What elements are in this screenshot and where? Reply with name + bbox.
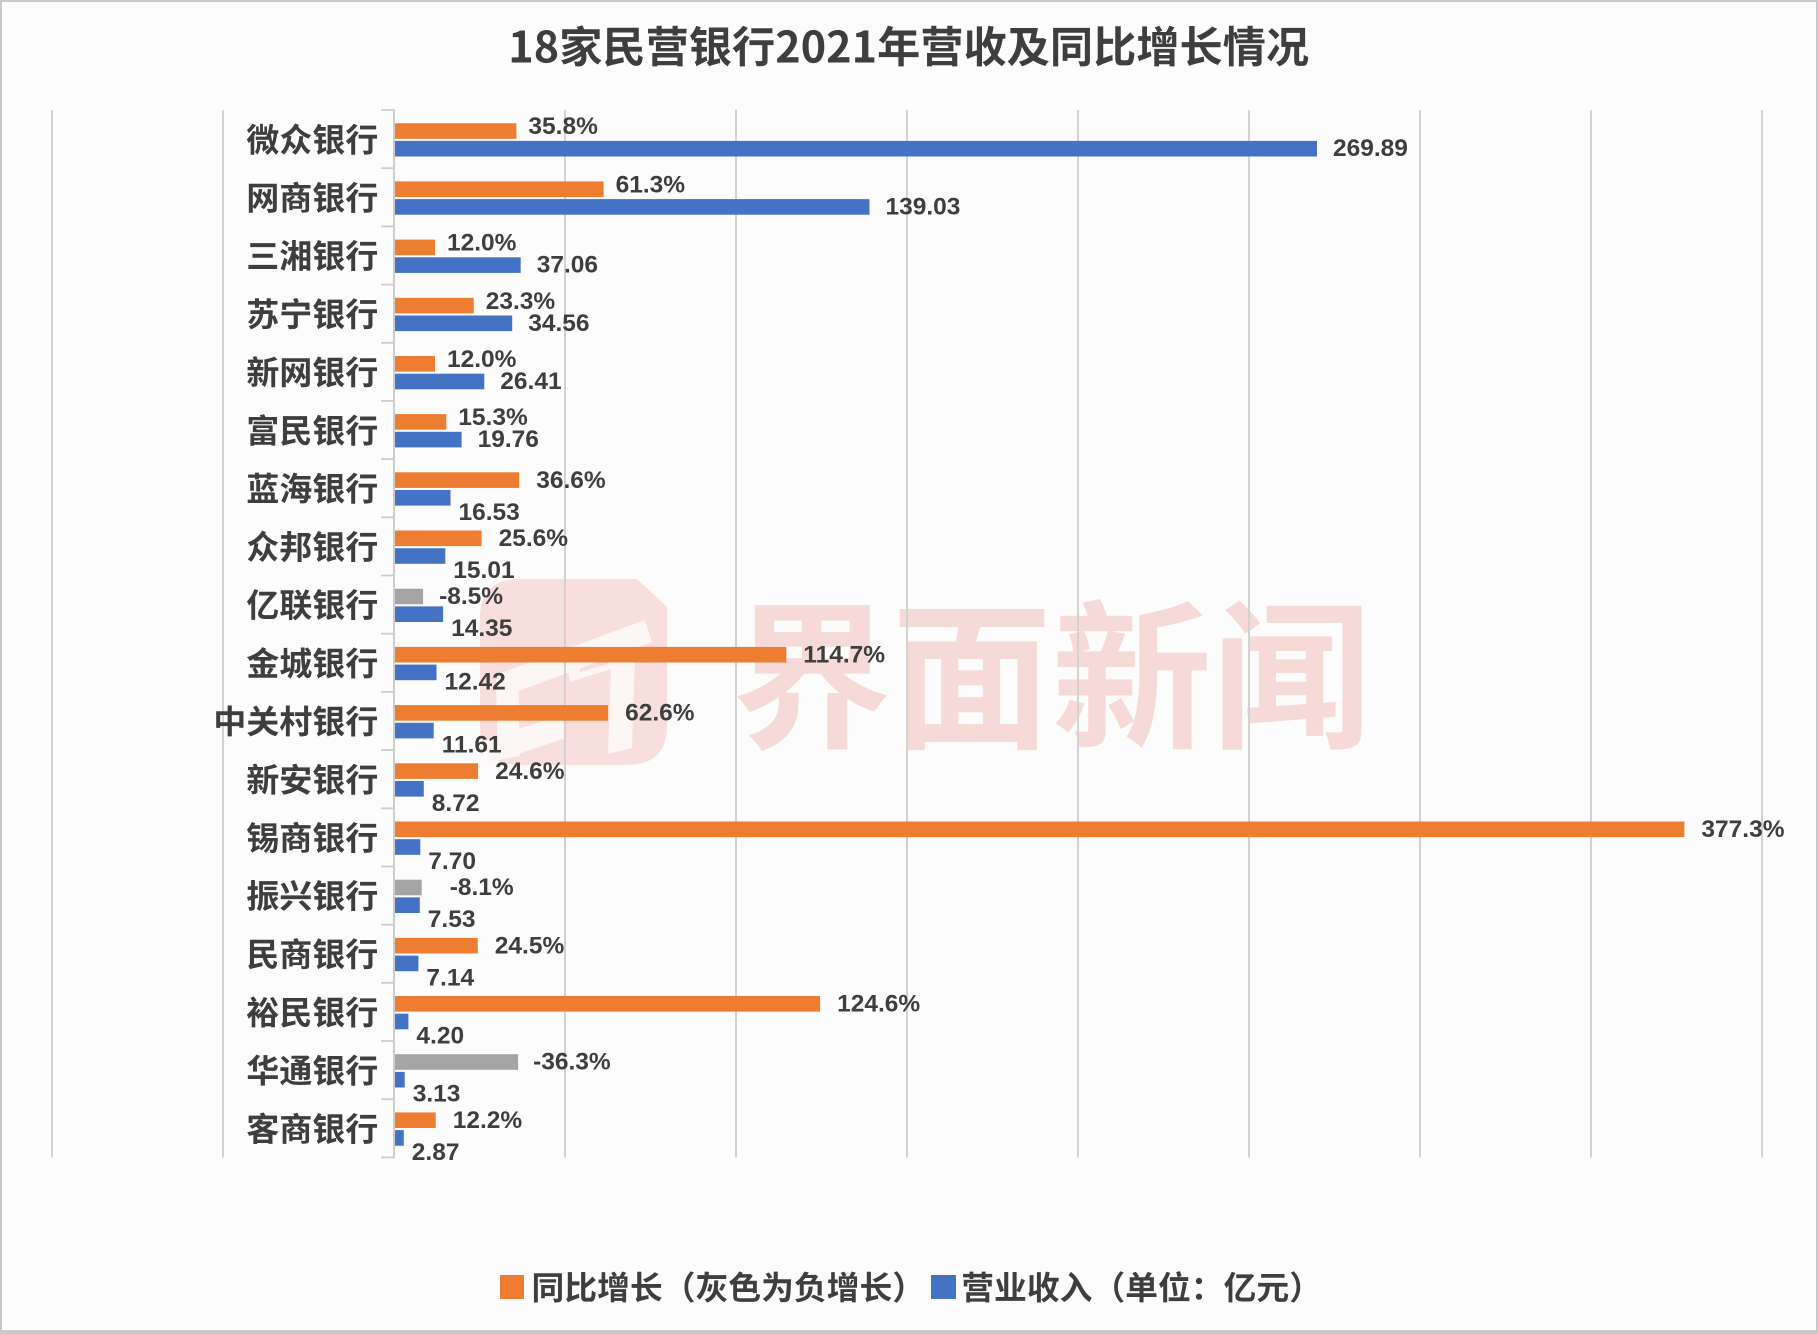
svg-text:11.61: 11.61 (442, 732, 502, 759)
svg-text:-8.1%: -8.1% (450, 874, 514, 901)
svg-text:7.70: 7.70 (428, 848, 476, 875)
svg-text:8.72: 8.72 (432, 790, 480, 817)
svg-text:36.6%: 36.6% (536, 467, 606, 494)
svg-text:35.8%: 35.8% (528, 113, 598, 140)
svg-text:269.89: 269.89 (1333, 135, 1408, 162)
svg-text:26.41: 26.41 (500, 368, 561, 395)
svg-text:139.03: 139.03 (886, 193, 961, 220)
svg-text:12.2%: 12.2% (453, 1107, 523, 1134)
svg-text:114.7%: 114.7% (803, 641, 885, 668)
svg-text:37.06: 37.06 (537, 252, 598, 279)
svg-text:61.3%: 61.3% (616, 171, 686, 198)
svg-text:-8.5%: -8.5% (439, 583, 503, 610)
svg-text:12.0%: 12.0% (447, 346, 517, 373)
svg-text:24.5%: 24.5% (495, 932, 565, 959)
svg-text:-36.3%: -36.3% (533, 1049, 611, 1076)
svg-text:7.14: 7.14 (426, 964, 474, 991)
svg-text:124.6%: 124.6% (837, 991, 920, 1018)
svg-text:16.53: 16.53 (459, 499, 520, 526)
svg-text:7.53: 7.53 (428, 906, 476, 933)
svg-text:12.42: 12.42 (445, 668, 506, 695)
svg-text:377.3%: 377.3% (1701, 816, 1784, 843)
svg-text:3.13: 3.13 (413, 1081, 461, 1108)
svg-text:15.01: 15.01 (453, 557, 514, 584)
svg-text:34.56: 34.56 (528, 310, 589, 337)
svg-text:15.3%: 15.3% (458, 404, 528, 431)
svg-text:23.3%: 23.3% (486, 288, 556, 315)
svg-text:25.6%: 25.6% (499, 525, 569, 552)
svg-text:62.6%: 62.6% (625, 700, 695, 727)
svg-text:4.20: 4.20 (416, 1023, 464, 1050)
svg-text:24.6%: 24.6% (495, 758, 565, 785)
svg-text:2.87: 2.87 (412, 1139, 460, 1166)
svg-text:12.0%: 12.0% (447, 230, 517, 257)
svg-text:14.35: 14.35 (451, 615, 512, 642)
svg-text:19.76: 19.76 (478, 426, 539, 453)
